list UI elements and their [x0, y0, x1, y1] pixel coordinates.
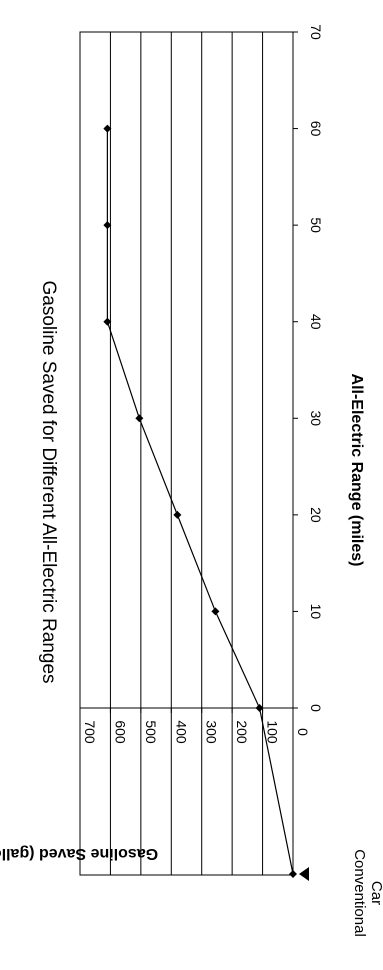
grid-lines [80, 32, 293, 875]
conventional-car-marker [299, 867, 309, 881]
conventional-car-label-line2: Car [368, 881, 383, 905]
data-point-30 [135, 414, 143, 422]
chart-title: Gasoline Saved for Different All-Electri… [38, 280, 59, 683]
x-tick-label-60: 60 [308, 121, 324, 137]
y-tick-label-200: 200 [234, 720, 250, 744]
series-line [107, 129, 293, 874]
x-axis-label: All-Electric Range (miles) [348, 374, 365, 567]
data-point-conventional [289, 870, 297, 878]
x-tick-label-70: 70 [308, 24, 324, 40]
data-point-20 [173, 511, 181, 519]
x-axis: 0 10 20 30 40 50 60 70 [293, 24, 324, 712]
y-tick-label-300: 300 [204, 720, 220, 744]
plot-area [80, 32, 293, 875]
y-tick-label-400: 400 [173, 720, 189, 744]
y-axis-label: Gasoline Saved (gallons) [0, 845, 158, 862]
y-tick-label-600: 600 [112, 720, 128, 744]
x-tick-label-10: 10 [308, 604, 324, 620]
y-tick-label-0: 0 [295, 728, 311, 736]
y-axis: 0 100 200 300 400 500 600 700 [80, 708, 311, 744]
x-tick-label-30: 30 [308, 410, 324, 426]
series-gasoline-saved [103, 125, 297, 878]
data-point-10 [211, 607, 219, 615]
conventional-car-label-line1: Conventional [351, 849, 368, 937]
x-tick-label-50: 50 [308, 217, 324, 233]
y-tick-label-700: 700 [82, 720, 98, 744]
x-tick-label-0: 0 [308, 704, 324, 712]
x-tick-label-40: 40 [308, 314, 324, 330]
x-tick-label-20: 20 [308, 507, 324, 523]
y-tick-label-100: 100 [265, 720, 281, 744]
y-tick-label-500: 500 [143, 720, 159, 744]
